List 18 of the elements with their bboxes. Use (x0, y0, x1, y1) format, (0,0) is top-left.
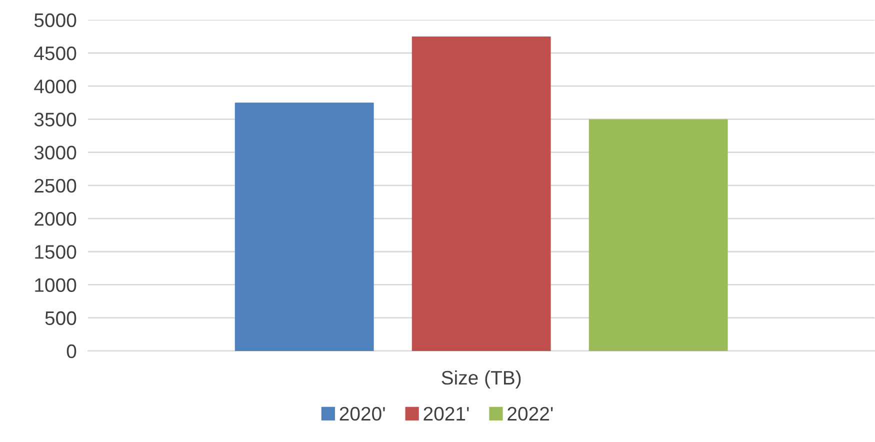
bar (412, 36, 551, 351)
legend-label: 2021' (424, 406, 469, 421)
y-tick-label: 1000 (35, 278, 76, 292)
y-tick-label: 1500 (35, 245, 76, 259)
y-tick-label: 0 (66, 344, 76, 358)
legend-label: 2022' (508, 406, 553, 421)
y-tick-label: 2000 (34, 212, 76, 226)
bar (588, 119, 728, 351)
y-tick-label: 4000 (34, 80, 76, 94)
y-tick-label: 5000 (34, 13, 76, 28)
legend-label: 2020' (340, 406, 385, 421)
y-tick-label: 2500 (34, 178, 76, 193)
x-tick-label: Size (TB) (442, 370, 521, 389)
y-tick-label: 3500 (34, 112, 76, 126)
y-tick-label: 3000 (34, 146, 76, 160)
y-tick-label: 500 (45, 311, 76, 326)
y-tick-label: 4500 (34, 46, 76, 60)
bar (234, 102, 374, 351)
